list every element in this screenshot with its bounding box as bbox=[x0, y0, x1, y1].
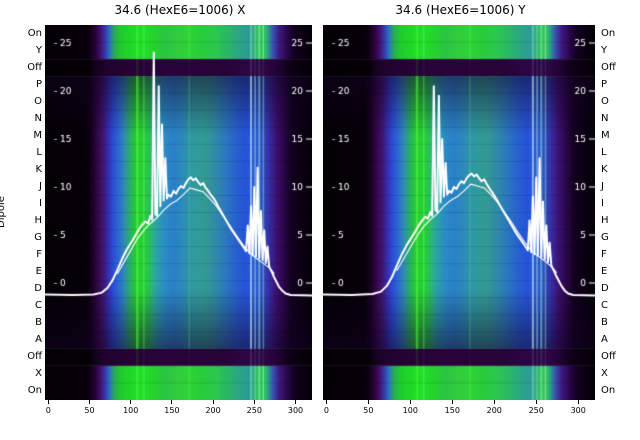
panel-title-x: 34.6 (HexE6=1006) X bbox=[114, 3, 246, 17]
heatmap-canvas-x bbox=[45, 25, 312, 400]
dipole-label: D bbox=[601, 283, 609, 295]
x-tick-label: 100 bbox=[123, 406, 139, 415]
x-tick-mark bbox=[89, 400, 90, 404]
dipole-label: H bbox=[601, 215, 609, 227]
x-tick-mark bbox=[212, 400, 214, 404]
dipole-label: O bbox=[34, 95, 42, 107]
dipole-label: J bbox=[601, 180, 604, 192]
dipole-label: O bbox=[601, 95, 609, 107]
dipole-label: K bbox=[35, 163, 42, 175]
x-tick-label: 0 bbox=[45, 406, 51, 415]
dipole-label: L bbox=[36, 146, 42, 158]
dipole-label: C bbox=[35, 300, 42, 312]
dipole-label: On bbox=[27, 27, 42, 39]
dipole-label: A bbox=[601, 334, 608, 346]
dipole-label: E bbox=[35, 266, 42, 278]
x-tick-label: 150 bbox=[164, 406, 180, 415]
dipole-label: L bbox=[601, 146, 607, 158]
x-tick-mark bbox=[535, 400, 537, 404]
x-tick-label: 300 bbox=[570, 406, 586, 415]
x-tick-label: 150 bbox=[444, 406, 460, 415]
x-tick-label: 0 bbox=[323, 406, 329, 415]
dipole-label: X bbox=[601, 368, 608, 380]
x-tick-label: 100 bbox=[402, 406, 418, 415]
dipole-label: M bbox=[33, 129, 42, 141]
x-tick-mark bbox=[325, 400, 327, 404]
x-tick-mark bbox=[130, 400, 132, 404]
x-tick-mark bbox=[451, 400, 453, 404]
dipole-label: N bbox=[601, 112, 609, 124]
x-axis-ticks-y: 0 50 100 150 200 250 300 bbox=[323, 400, 595, 422]
dipole-label: A bbox=[35, 334, 42, 346]
dipole-label: M bbox=[601, 129, 610, 141]
heatmap-panel-y bbox=[323, 25, 595, 400]
dipole-label: K bbox=[601, 163, 608, 175]
dipole-label: J bbox=[39, 180, 42, 192]
dipole-label: On bbox=[601, 385, 616, 397]
dipole-label: F bbox=[36, 249, 42, 261]
x-tick-label: 250 bbox=[528, 406, 544, 415]
heatmap-canvas-y bbox=[323, 25, 595, 400]
x-tick-label: 200 bbox=[205, 406, 221, 415]
dipole-labels-right: On Y Off P O N M L K J I H G F E D C B A Off X On bbox=[601, 0, 637, 440]
x-tick-mark bbox=[577, 400, 579, 404]
dipole-label: I bbox=[39, 197, 42, 209]
x-tick-label: 200 bbox=[486, 406, 502, 415]
dipole-label: P bbox=[35, 78, 42, 90]
x-tick-mark bbox=[47, 400, 49, 404]
dipole-label: G bbox=[601, 232, 609, 244]
x-tick-mark bbox=[171, 400, 173, 404]
dipole-label: On bbox=[27, 385, 42, 397]
dipole-label: Y bbox=[35, 44, 42, 56]
dipole-label: Off bbox=[601, 61, 616, 73]
x-tick-mark bbox=[493, 400, 495, 404]
x-tick-label: 300 bbox=[287, 406, 304, 415]
x-tick-label: 50 bbox=[84, 406, 95, 415]
dipole-label: D bbox=[34, 283, 42, 295]
x-tick-mark bbox=[367, 400, 369, 404]
dipole-label: Y bbox=[601, 44, 608, 56]
x-axis-ticks-x: 0 50 100 150 200 250 300 bbox=[45, 400, 312, 422]
dipole-label: C bbox=[601, 300, 608, 312]
x-tick-label: 50 bbox=[363, 406, 374, 415]
x-tick-mark bbox=[253, 400, 255, 404]
dipole-label: P bbox=[601, 78, 608, 90]
panel-title-y: 34.6 (HexE6=1006) Y bbox=[395, 3, 526, 17]
dipole-label: E bbox=[601, 266, 608, 278]
dipole-label: Off bbox=[27, 351, 42, 363]
dipole-labels-left: On Y Off P O N M L K J I H G F E D C B A Off X On bbox=[8, 0, 42, 440]
dipole-label: B bbox=[601, 317, 608, 329]
dipole-label: Off bbox=[601, 351, 616, 363]
dipole-label: I bbox=[601, 197, 604, 209]
dipole-label: N bbox=[34, 112, 42, 124]
dipole-label: X bbox=[35, 368, 42, 380]
heatmap-panel-x bbox=[45, 25, 312, 400]
x-tick-mark bbox=[295, 400, 297, 404]
dipole-label: Off bbox=[27, 61, 42, 73]
dipole-label: F bbox=[601, 249, 607, 261]
dipole-label: H bbox=[34, 215, 42, 227]
dipole-label: On bbox=[601, 27, 616, 39]
dipole-label: B bbox=[35, 317, 42, 329]
dipole-label: G bbox=[34, 232, 42, 244]
x-tick-label: 250 bbox=[246, 406, 262, 415]
x-tick-mark bbox=[409, 400, 411, 404]
